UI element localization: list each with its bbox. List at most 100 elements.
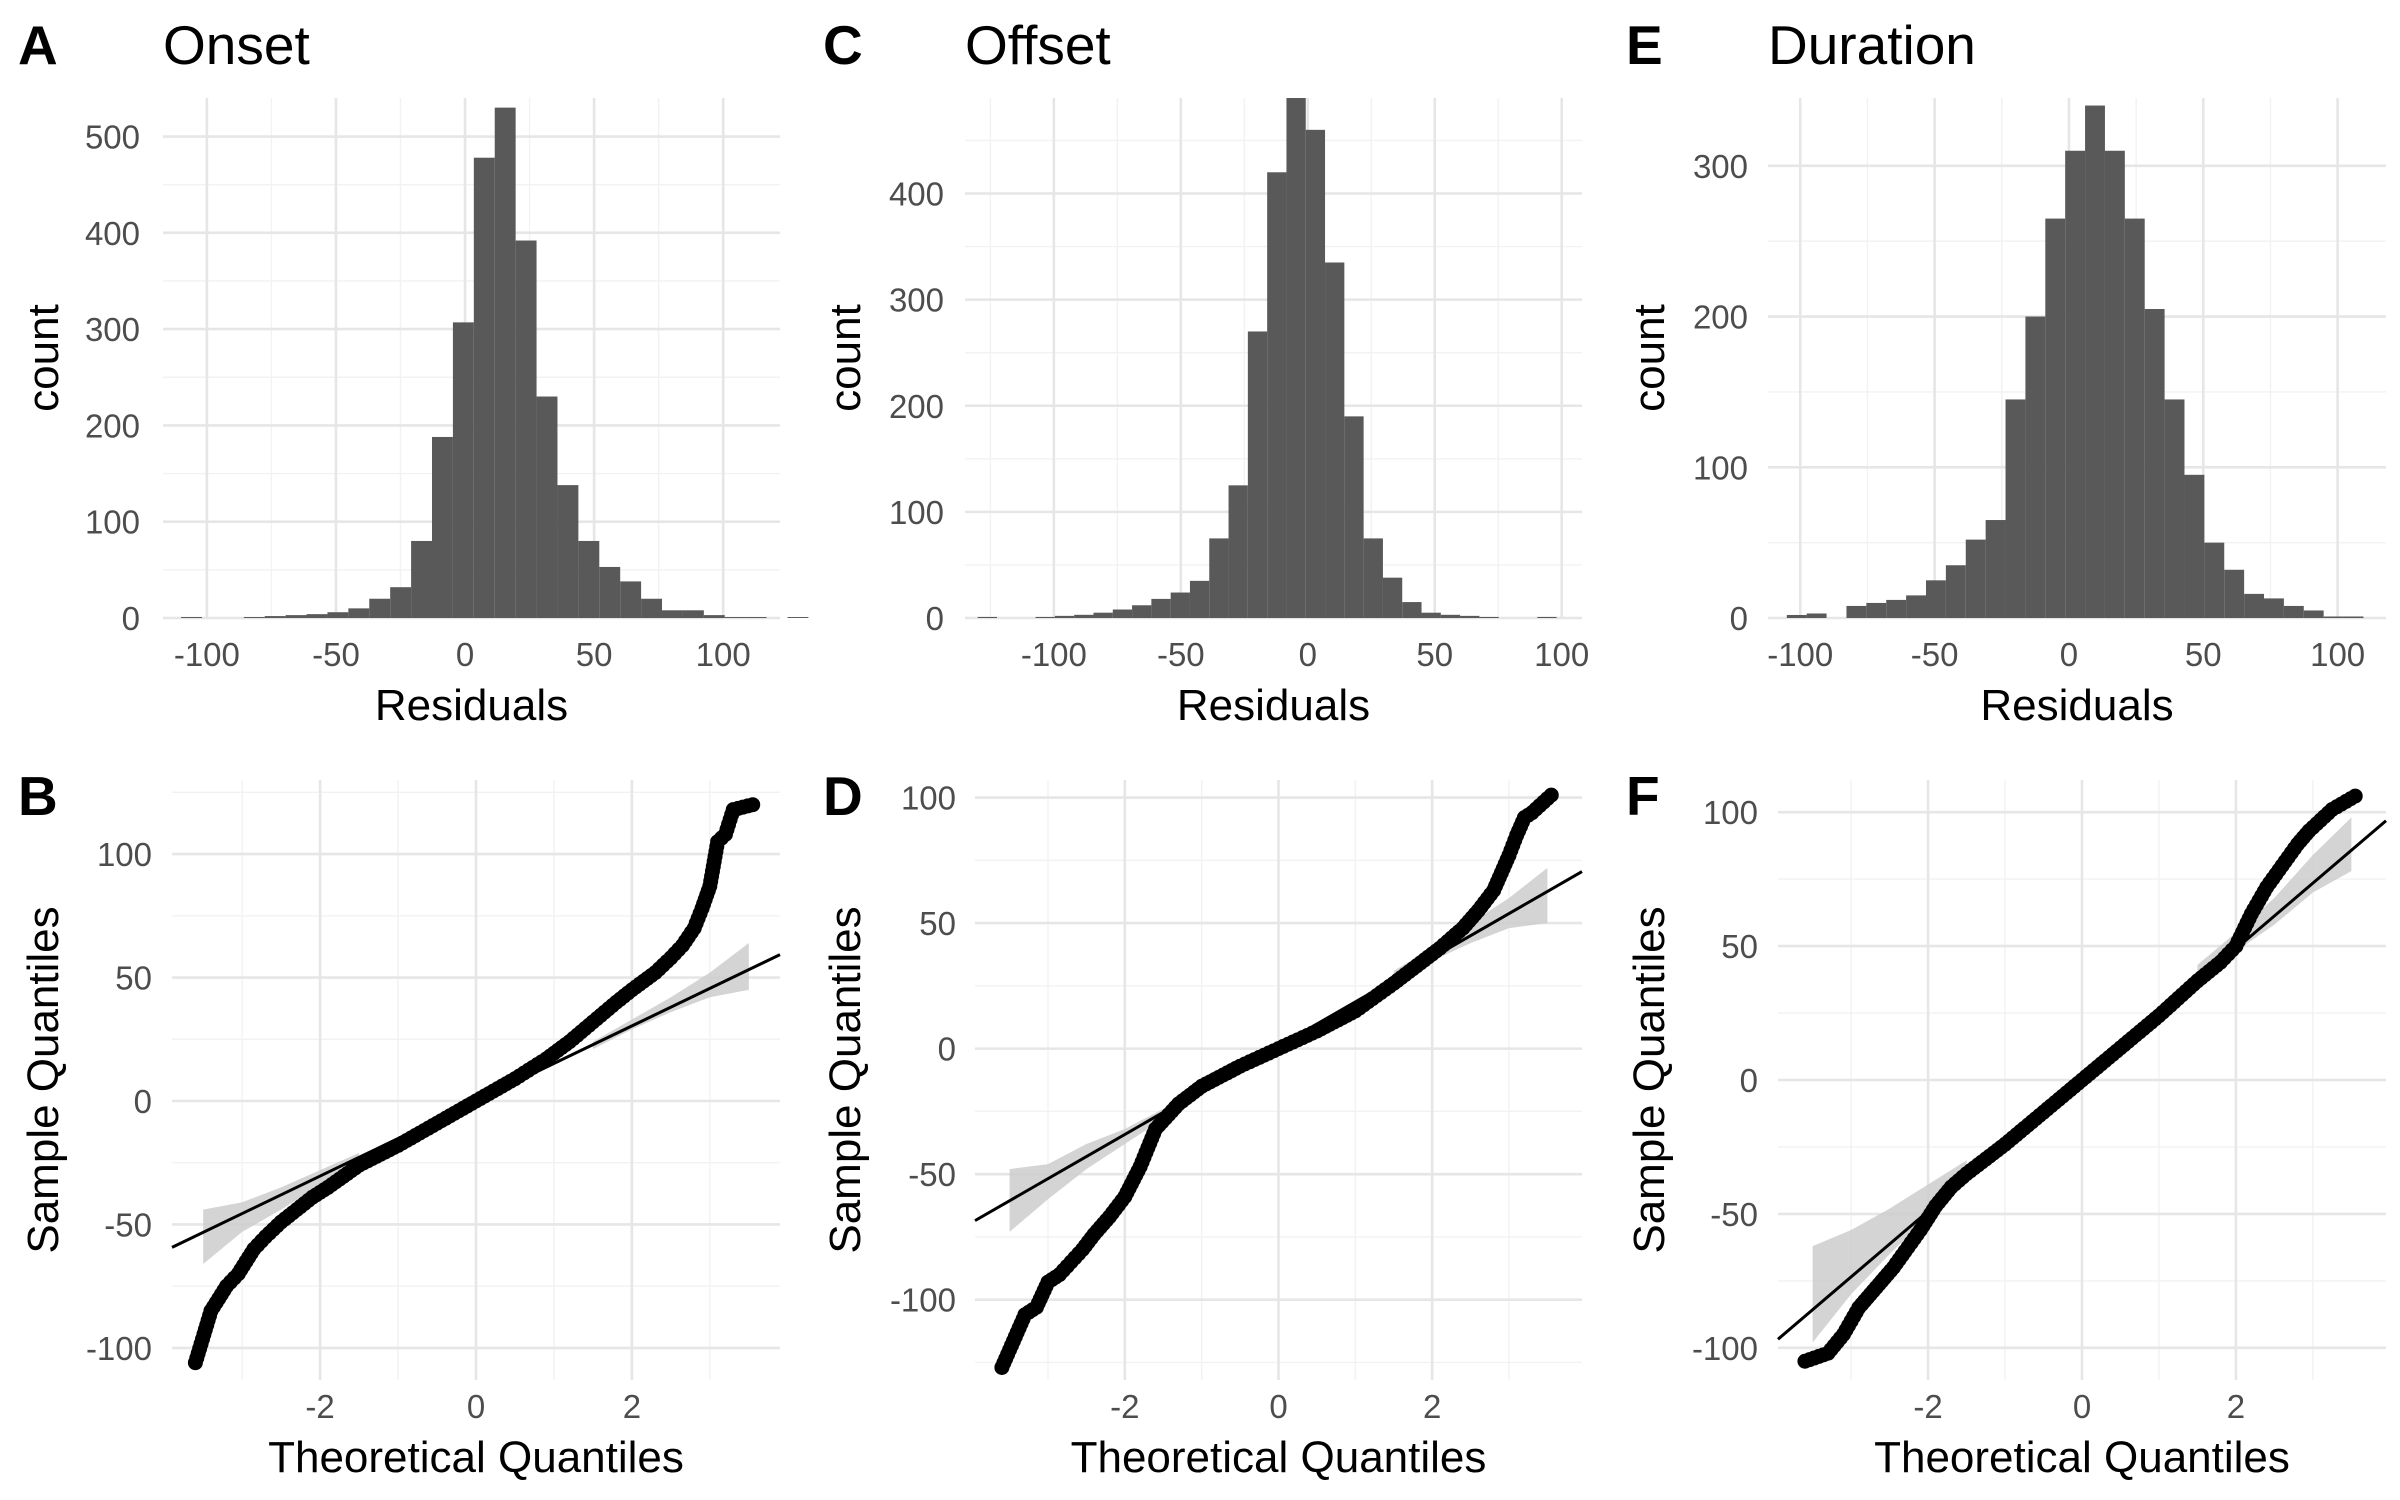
x-tick-label: 0 [1299,636,1317,673]
qq-point [2347,788,2363,804]
y-axis-title: Sample Quantiles [821,906,870,1253]
x-tick-label: 2 [623,1388,641,1425]
x-tick-label: 2 [1423,1388,1441,1425]
y-axis-title: Sample Quantiles [1625,906,1674,1253]
histogram-bar [1228,485,1248,618]
y-tick-label: 100 [901,780,956,817]
histogram-bar [724,617,746,618]
histogram-bar [432,436,453,618]
panel-tag: A [18,14,58,76]
histogram-bar [2224,569,2245,618]
x-axis-title: Theoretical Quantiles [1874,1433,2290,1482]
histogram-bar [285,615,307,618]
histogram-bar [2045,218,2066,618]
histogram-bar [1806,613,1827,618]
histogram-bar [1112,609,1133,618]
y-tick-label: 300 [85,311,140,348]
confidence-band-right [592,942,749,1050]
histogram-bar [1925,580,1946,618]
histogram-bar [1945,565,1966,618]
x-tick-label: -50 [1911,636,1959,673]
x-tick-label: -50 [1157,636,1205,673]
y-tick-label: 50 [1721,928,1758,965]
histogram-bar [494,107,516,618]
panel-b: -2 0 2 -100 -50 0 50 100 B Theoretical Quantiles S… [18,765,781,1482]
histogram-bar [682,610,704,618]
x-tick-label: 50 [2185,636,2222,673]
panel-tag: D [823,765,863,827]
histogram-bar [1786,614,1807,618]
y-tick-label: 0 [938,1031,956,1068]
histogram-bar [599,566,621,618]
histogram-bar [1440,614,1461,618]
histogram-bar [2323,616,2344,618]
histogram-bar [306,614,328,618]
x-axis-title: Residuals [1177,681,1370,730]
x-tick-label: -100 [1021,636,1087,673]
histogram-bar [557,485,579,618]
histogram-bar [1305,129,1326,618]
y-tick-label: 300 [889,282,944,319]
y-tick-label: 200 [1693,299,1748,336]
y-tick-label: -100 [86,1330,152,1367]
histogram-bar [1479,616,1499,618]
histogram-bar [369,598,391,618]
y-tick-label: 500 [85,119,140,156]
histogram-bar [390,587,412,618]
histogram-bar [641,598,663,618]
histogram-bar [1421,612,1441,618]
confidence-band-left [203,1152,360,1264]
histogram-bar [1460,615,1480,618]
histogram-bar [411,540,433,618]
histogram-bar [2005,399,2026,618]
panel-title: Offset [965,14,1111,76]
y-tick-label: -50 [104,1206,152,1243]
qq-point [745,797,761,813]
histogram-bar [452,322,474,618]
histogram-bar [348,608,370,618]
histogram-bar [536,396,558,618]
histogram-bar [243,617,265,618]
y-tick-label: 0 [134,1083,152,1120]
y-tick-label: 0 [1740,1062,1758,1099]
panel-title: Onset [163,14,310,76]
panel-a: -100 -50 0 50 100 0 100 200 300 400 500 A Onset Resid… [18,14,809,730]
histogram-bar [1325,262,1345,618]
x-tick-label: 0 [2073,1388,2091,1425]
histogram-bar [2085,105,2105,618]
y-tick-label: 0 [122,600,140,637]
histogram-bar [787,617,809,618]
y-axis-title: Sample Quantiles [19,906,68,1253]
histogram-bar [1846,605,1867,618]
y-tick-label: 100 [1693,449,1748,486]
y-axis-title: count [1625,304,1674,412]
histogram-bar [2144,309,2165,618]
x-tick-label: 50 [576,636,613,673]
y-tick-label: -50 [1710,1196,1758,1233]
histogram-bar [2025,316,2046,618]
x-tick-label: 0 [1269,1388,1287,1425]
y-tick-label: 400 [889,176,944,213]
y-axis-title: count [821,304,870,412]
histogram-bar [2244,593,2265,618]
panel-tag: C [823,14,863,76]
x-tick-label: 50 [1416,636,1453,673]
histogram-bar [977,616,997,618]
y-tick-label: 100 [97,836,152,873]
histogram-bar [1267,172,1287,619]
histogram-bar [1344,416,1364,618]
histogram-bar [2184,474,2205,618]
histogram-bar [1382,577,1403,618]
y-tick-label: 0 [926,600,944,637]
histogram-bar [620,581,642,618]
histogram-bar [1537,616,1557,618]
histogram-bar [264,616,286,618]
panel-c: -100 -50 0 50 100 0 100 200 300 400 C Offset Residua… [821,14,1589,730]
histogram-bar [2104,150,2125,619]
histogram-bar [2164,399,2185,618]
histogram-bar [327,612,349,618]
qq-point [1543,787,1559,803]
histogram-bar [1209,538,1229,618]
x-axis-title: Residuals [1980,681,2173,730]
